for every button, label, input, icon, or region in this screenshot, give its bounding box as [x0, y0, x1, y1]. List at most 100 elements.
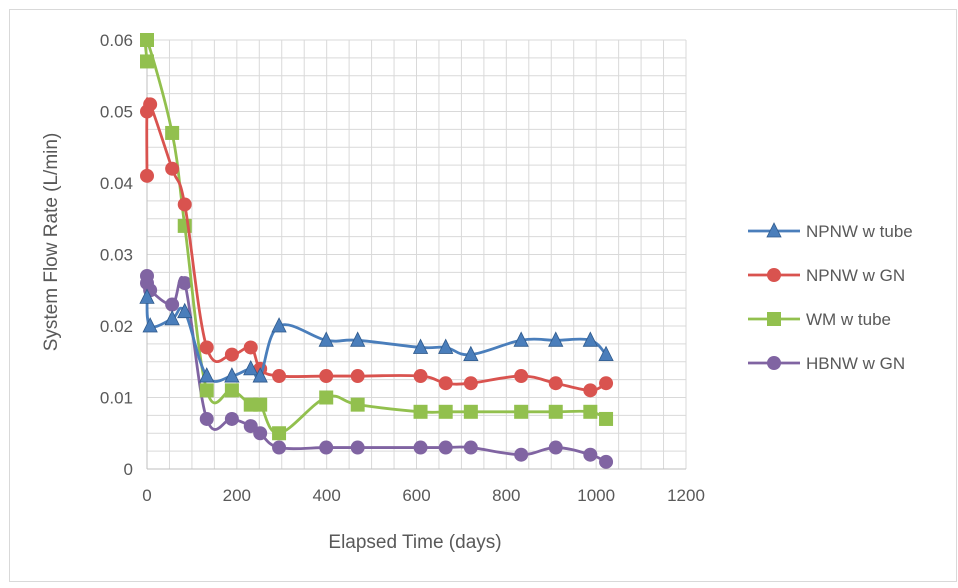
data-point-triangle — [548, 331, 564, 347]
data-point-triangle — [318, 331, 334, 347]
data-point-circle — [319, 369, 334, 384]
legend-label: NPNW w tube — [806, 222, 913, 241]
data-point-square — [253, 397, 268, 412]
chart-frame: 0 200 400 600 800 1000 1200 0 0.01 0.02 0.03 0.04 0.… — [9, 9, 957, 582]
x-tick-label: 800 — [492, 486, 520, 505]
data-point-circle — [514, 447, 529, 462]
data-point-triangle — [142, 317, 158, 333]
data-point-square — [438, 404, 453, 419]
x-tick-label: 1200 — [667, 486, 705, 505]
data-point-circle — [243, 340, 258, 355]
y-tick-label: 0.01 — [100, 389, 133, 408]
data-point-circle — [199, 340, 214, 355]
data-point-circle — [438, 376, 453, 391]
grid — [146, 39, 687, 470]
data-point-triangle — [766, 222, 782, 238]
data-point-circle — [463, 440, 478, 455]
data-point-circle — [548, 440, 563, 455]
data-point-circle — [767, 268, 781, 282]
data-point-circle — [463, 376, 478, 391]
data-point-triangle — [252, 367, 268, 383]
data-point-triangle — [438, 338, 454, 354]
data-point-square — [583, 404, 598, 419]
data-point-square — [319, 390, 334, 405]
data-point-circle — [140, 168, 154, 183]
y-axis-label: System Flow Rate (L/min) — [41, 133, 62, 352]
data-point-circle — [165, 297, 180, 312]
data-point-square — [199, 383, 214, 398]
line-chart: 0 200 400 600 800 1000 1200 0 0.01 0.02 0.03 0.04 0.… — [41, 31, 913, 553]
data-point-square — [165, 125, 180, 140]
series-3 — [140, 268, 614, 469]
series-line — [145, 275, 607, 464]
data-point-square — [224, 383, 239, 398]
data-point-circle — [583, 383, 598, 398]
data-point-circle — [143, 97, 158, 112]
data-point-square — [140, 54, 154, 69]
data-point-circle — [514, 369, 529, 384]
data-point-circle — [319, 440, 334, 455]
data-point-triangle — [582, 331, 598, 347]
data-point-triangle — [139, 288, 155, 304]
data-point-triangle — [199, 367, 215, 383]
data-point-circle — [599, 376, 614, 391]
data-point-circle — [413, 369, 428, 384]
data-point-triangle — [271, 317, 287, 333]
data-point-circle — [272, 369, 287, 384]
data-point-circle — [253, 426, 268, 441]
data-point-triangle — [463, 345, 479, 362]
x-tick-label: 0 — [142, 486, 151, 505]
x-tick-label: 1000 — [577, 486, 615, 505]
data-point-circle — [350, 440, 365, 455]
data-point-circle — [599, 454, 614, 469]
data-point-triangle — [513, 331, 529, 347]
data-point-circle — [177, 276, 192, 291]
axes: 0 200 400 600 800 1000 1200 0 0.01 0.02 0.03 0.04 0.… — [100, 31, 705, 505]
y-tick-label: 0.06 — [100, 31, 133, 50]
series-line — [145, 297, 608, 383]
legend: NPNW w tube NPNW w GN WM w tube HBNW w GN — [748, 222, 913, 373]
data-point-square — [514, 404, 529, 419]
data-point-square — [140, 33, 154, 47]
y-tick-label: 0.03 — [100, 246, 133, 265]
data-point-circle — [272, 440, 287, 455]
data-point-triangle — [243, 360, 259, 376]
y-tick-label: 0.04 — [100, 174, 133, 193]
y-tick-label: 0.05 — [100, 103, 133, 122]
data-point-triangle — [350, 331, 366, 347]
x-axis-label: Elapsed Time (days) — [328, 532, 501, 553]
data-point-circle — [224, 411, 239, 426]
legend-label: WM w tube — [806, 310, 891, 329]
data-point-square — [272, 426, 287, 441]
data-point-circle — [177, 197, 192, 212]
data-point-circle — [350, 369, 365, 384]
legend-item: HBNW w GN — [748, 354, 905, 373]
data-point-circle — [165, 161, 180, 176]
series-group — [139, 33, 614, 469]
data-point-circle — [224, 347, 239, 362]
x-tick-label: 400 — [312, 486, 340, 505]
data-point-square — [767, 312, 781, 326]
data-point-triangle — [598, 345, 614, 362]
data-point-square — [548, 404, 563, 419]
data-point-circle — [767, 356, 781, 370]
data-point-circle — [413, 440, 428, 455]
series-2 — [140, 33, 614, 441]
legend-label: HBNW w GN — [806, 354, 905, 373]
data-point-circle — [438, 440, 453, 455]
series-0 — [139, 288, 614, 383]
data-point-square — [599, 411, 614, 426]
y-tick-label: 0.02 — [100, 317, 133, 336]
data-point-square — [413, 404, 428, 419]
legend-item: WM w tube — [748, 310, 891, 329]
series-1 — [140, 97, 614, 398]
data-point-triangle — [164, 309, 180, 326]
data-point-triangle — [224, 367, 240, 383]
data-point-square — [350, 397, 365, 412]
data-point-circle — [199, 411, 214, 426]
series-line — [145, 97, 607, 392]
legend-item: NPNW w GN — [748, 266, 905, 285]
data-point-square — [463, 404, 478, 419]
data-point-triangle — [177, 302, 193, 319]
data-point-triangle — [412, 338, 429, 354]
